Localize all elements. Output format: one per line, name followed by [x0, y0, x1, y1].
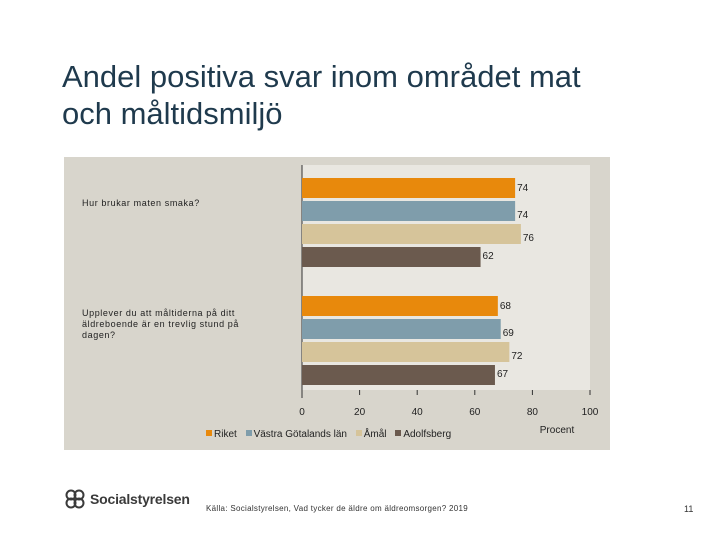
- legend-label-amal: Åmål: [363, 429, 387, 440]
- bar-0-3: [302, 247, 481, 267]
- legend-swatch-amal: [355, 430, 362, 436]
- legend-label-riket: Riket: [214, 429, 237, 440]
- bar-0-2: [302, 224, 521, 244]
- chart-legend: Riket Västra Götalands län Åmål Adolfsbe…: [206, 429, 457, 440]
- bar-1-3: [302, 365, 495, 385]
- data-label-0-0: 74: [517, 183, 529, 194]
- slide-title: Andel positiva svar inom området mat och…: [62, 58, 682, 132]
- x-axis-label: Procent: [540, 425, 575, 436]
- bar-1-2: [302, 342, 510, 362]
- data-label-1-0: 68: [500, 301, 512, 312]
- data-label-0-3: 62: [483, 251, 495, 262]
- bar-0-0: [302, 178, 516, 198]
- page-number: 11: [684, 504, 694, 514]
- x-tick-label-3: 60: [469, 407, 481, 418]
- legend-swatch-adolfsberg: [395, 430, 402, 436]
- data-label-0-2: 76: [523, 233, 535, 244]
- x-tick-label-0: 0: [299, 407, 305, 418]
- slide-title-line-2: och måltidsmiljö: [62, 96, 283, 131]
- x-tick-label-1: 20: [354, 407, 366, 418]
- legend-swatch-vastra-gotaland: [245, 430, 252, 436]
- logo-text: Socialstyrelsen: [90, 491, 190, 507]
- legend-item-vastra-gotaland: Västra Götalands län: [245, 429, 347, 440]
- legend-item-adolfsberg: Adolfsberg: [395, 429, 451, 440]
- legend-item-amal: Åmål: [355, 429, 387, 440]
- logo-icon: [65, 489, 85, 509]
- data-label-1-1: 69: [503, 328, 515, 339]
- bar-1-0: [302, 296, 498, 316]
- source-note: Källa: Socialstyrelsen, Vad tycker de äl…: [206, 504, 469, 513]
- legend-swatch-riket: [206, 430, 212, 436]
- legend-item-riket: Riket: [206, 429, 237, 440]
- x-tick-label-5: 100: [582, 407, 599, 418]
- category-label-mealtime: Upplever du att måltiderna på ditt äldre…: [82, 308, 239, 340]
- x-tick-label-4: 80: [527, 407, 539, 418]
- bar-1-1: [302, 319, 501, 339]
- bar-0-1: [302, 201, 516, 221]
- data-label-1-2: 72: [511, 351, 523, 362]
- x-tick-label-2: 40: [412, 407, 424, 418]
- legend-label-adolfsberg: Adolfsberg: [403, 429, 452, 440]
- legend-label-vastra-gotaland: Västra Götalands län: [253, 429, 347, 440]
- data-label-1-3: 67: [497, 369, 509, 380]
- category-label-taste: Hur brukar maten smaka?: [82, 198, 200, 208]
- socialstyrelsen-logo: Socialstyrelsen: [64, 488, 190, 510]
- data-label-0-1: 74: [517, 210, 529, 221]
- slide-title-line-1: Andel positiva svar inom området mat: [62, 59, 581, 94]
